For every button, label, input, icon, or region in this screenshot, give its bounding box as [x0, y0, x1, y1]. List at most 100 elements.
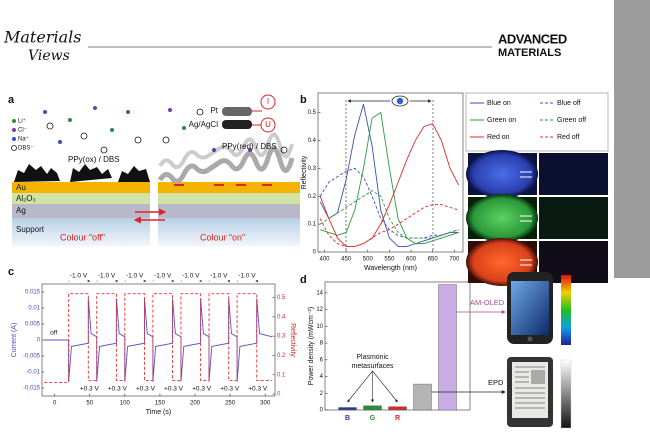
- x-tick-label: 400: [319, 257, 330, 263]
- x-tick-label: 450: [341, 257, 352, 263]
- logo-right: MATERIALS: [498, 47, 561, 59]
- series-line: [319, 167, 459, 239]
- series-line: [319, 104, 459, 247]
- y-tick-label: 0.005: [25, 322, 41, 328]
- y-axis-label: Current (A): [11, 323, 18, 358]
- meter: [260, 94, 276, 110]
- panel-label: c: [8, 266, 14, 278]
- state-label: Colour “off”: [60, 232, 105, 242]
- logo-right: ADVANCED: [498, 31, 567, 46]
- ion-label: DBS⁻: [18, 146, 34, 152]
- voltage-label: +0.3 V: [80, 386, 100, 393]
- y2-tick-label: 0: [277, 392, 281, 398]
- panel-label: b: [300, 94, 307, 106]
- y-tick-label: 0.4: [308, 138, 317, 144]
- electrode-ref: [222, 120, 252, 129]
- legend-label: Green off: [557, 117, 586, 124]
- film-label: PPy(ox) / DBS: [68, 155, 120, 164]
- x-tick-label: 150: [155, 401, 166, 407]
- series-line: [320, 111, 459, 245]
- layer-label: Au: [16, 183, 26, 192]
- ion-label: Li⁺: [18, 118, 26, 125]
- x-tick-label: 200: [190, 401, 201, 407]
- voltage-label: -1.0 V: [182, 273, 200, 280]
- y-tick-label: 0: [313, 250, 317, 256]
- bar: [363, 405, 382, 411]
- y-tick-label: 0.1: [308, 222, 317, 228]
- series-line: [44, 293, 273, 383]
- y-tick-label: 14: [316, 290, 323, 296]
- x-tick-label: 0: [53, 401, 57, 407]
- layer-label: Support: [16, 225, 45, 234]
- annotation: AM-OLED: [470, 298, 505, 307]
- x-axis-label: Wavelength (nm): [364, 265, 417, 272]
- y-axis-label: Power density (mWcm⁻²): [308, 307, 315, 385]
- electrode-label: Pt: [210, 106, 218, 115]
- bar: [438, 284, 457, 411]
- annotation: Plasmonic: [356, 354, 389, 361]
- legend-label: Blue off: [557, 100, 581, 107]
- state-label: Colour “on”: [200, 232, 245, 242]
- y2-tick-label: 0.5: [277, 295, 286, 301]
- wire: [252, 110, 262, 126]
- voltage-label: -1.0 V: [154, 273, 172, 280]
- stack-on: [157, 132, 300, 246]
- y-tick-label: 6: [320, 357, 324, 363]
- y-tick-label: 10: [316, 324, 323, 330]
- x-tick-label: 550: [384, 257, 395, 263]
- x-tick-label: 700: [449, 257, 460, 263]
- voltage-label: +0.3 V: [220, 386, 240, 393]
- y-tick-label: 0: [37, 338, 41, 344]
- y2-axis-label: Reflectivity: [289, 323, 296, 357]
- plot-frame: [41, 283, 276, 397]
- layer-ag: [12, 204, 150, 218]
- voltage-label: -1.0 V: [126, 273, 144, 280]
- panel-label: a: [8, 94, 15, 106]
- x-tick-label: 500: [363, 257, 374, 263]
- ion-label: Cl⁻: [18, 128, 27, 134]
- series-line: [319, 190, 459, 239]
- ion-label: Na⁺: [18, 136, 29, 143]
- bar: [388, 406, 407, 411]
- meter: [260, 117, 276, 133]
- ppy-red: [158, 132, 294, 170]
- y-tick-label: 0.015: [25, 290, 41, 296]
- y-tick-label: 2: [320, 391, 324, 397]
- legend-label: Red on: [487, 134, 510, 141]
- meter-label: I: [267, 97, 269, 106]
- state-label: off: [50, 330, 57, 337]
- x-tick-label: 50: [86, 401, 93, 407]
- panel-label: d: [300, 274, 307, 286]
- y-tick-label: -0.01: [26, 370, 40, 376]
- meter-label: U: [265, 120, 271, 129]
- layer-support: [158, 218, 300, 246]
- y2-tick-label: 0.3: [277, 334, 286, 340]
- annotation: EPD: [488, 378, 504, 387]
- range-annotation: [345, 95, 434, 252]
- voltage-label: -1.0 V: [210, 273, 228, 280]
- layer-label: Ag: [16, 206, 26, 215]
- bar: [338, 407, 357, 411]
- y-tick-label: 0.2: [308, 194, 317, 200]
- voltage-label: +0.3 V: [248, 386, 268, 393]
- voltage-label: +0.3 V: [136, 386, 156, 393]
- x-axis-label: Time (s): [146, 409, 171, 416]
- ions: [11, 106, 288, 154]
- electrode-label: Ag/AgCl: [189, 120, 219, 129]
- annotation-arrow: [372, 370, 398, 403]
- x-tick-label: G: [370, 415, 376, 422]
- x-tick-label: 300: [260, 401, 271, 407]
- y2-tick-label: 0.2: [277, 353, 286, 359]
- annotation-arrow: [347, 370, 373, 403]
- x-tick-label: R: [395, 415, 400, 422]
- series-line: [44, 298, 273, 382]
- x-tick-label: B: [345, 415, 350, 422]
- layer-label: Al₂O₃: [16, 194, 36, 203]
- y-tick-label: 0.01: [28, 306, 40, 312]
- legend-label: Blue on: [487, 100, 511, 107]
- y-tick-label: 0.3: [308, 166, 317, 172]
- ppy-red: [157, 146, 295, 184]
- devices: [507, 272, 572, 429]
- legend-box: [465, 92, 609, 152]
